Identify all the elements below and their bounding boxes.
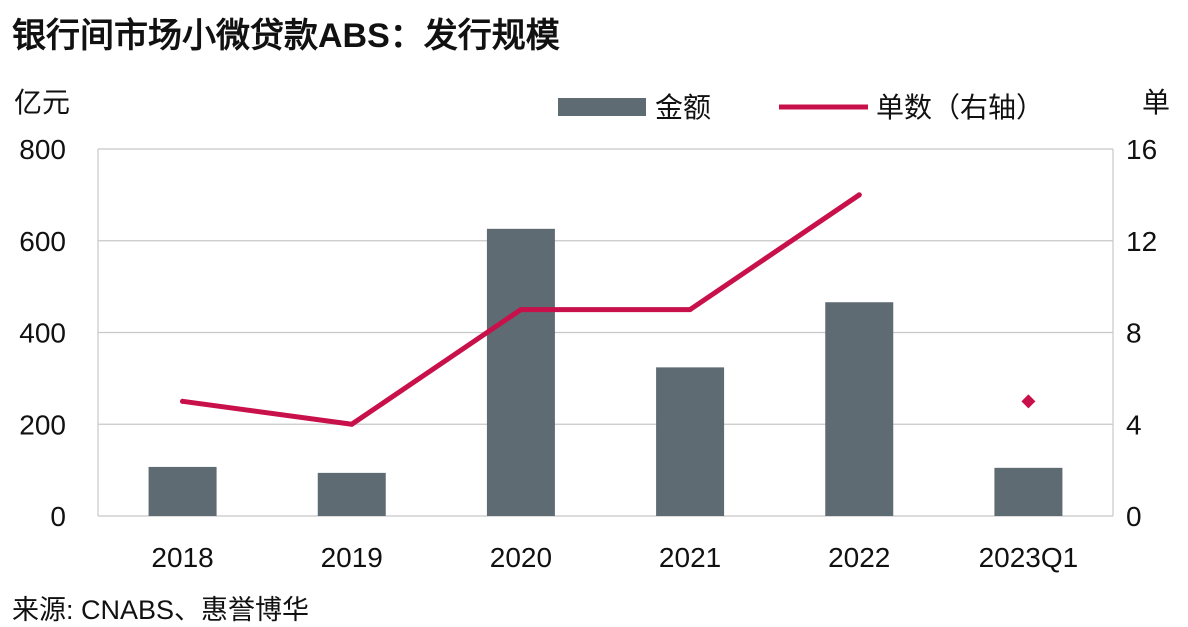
point-count-2022 [856,192,862,198]
bar-amount-2020 [486,228,555,516]
point-count-2020 [518,307,524,313]
point-count-2021 [687,307,693,313]
legend-label-count: 单数（右轴） [876,92,1044,123]
y-left-axis-label: 亿元 [14,87,70,118]
bar-series-amount [148,228,1063,516]
gridlines [97,148,1114,517]
legend: 金额 单数（右轴） [558,92,1044,123]
point-count-2018 [180,398,186,404]
x-tick-label: 2020 [490,542,552,573]
x-tick-label: 2019 [321,542,383,573]
y-right-tick-label: 8 [1126,318,1142,349]
y-left-tick-label: 800 [19,134,66,165]
legend-swatch-amount [558,98,646,116]
y-right-tick-label: 12 [1126,226,1157,257]
x-tick-label: 2023Q1 [979,542,1079,573]
bar-amount-2023Q1 [994,467,1063,516]
axes: 0 200 400 600 800 亿元 0 4 8 12 16 单 2018 2019 2020 2021 2… [14,87,1170,573]
y-left-tick-label: 400 [19,318,66,349]
x-tick-label: 2022 [828,542,890,573]
marker-count-2023Q1 [1021,394,1036,409]
bar-amount-2022 [825,302,894,516]
chart-title: 银行间市场小微贷款ABS：发行规模 [12,17,560,55]
y-left-tick-label: 0 [50,501,66,532]
y-right-tick-label: 4 [1126,409,1142,440]
line-series-count [180,192,1036,427]
y-right-axis-label: 单 [1142,87,1170,118]
source-note: 来源: CNABS、惠誉博华 [12,595,310,625]
legend-label-amount: 金额 [655,92,711,123]
bar-amount-2019 [317,472,386,516]
y-right-tick-label: 16 [1126,134,1157,165]
bar-amount-2018 [148,466,217,516]
y-left-tick-label: 600 [19,226,66,257]
x-tick-label: 2018 [151,542,213,573]
y-left-tick-label: 200 [19,409,66,440]
bar-amount-2021 [656,367,725,516]
x-tick-label: 2021 [659,542,721,573]
point-count-2019 [349,421,355,427]
y-right-tick-label: 0 [1126,501,1142,532]
